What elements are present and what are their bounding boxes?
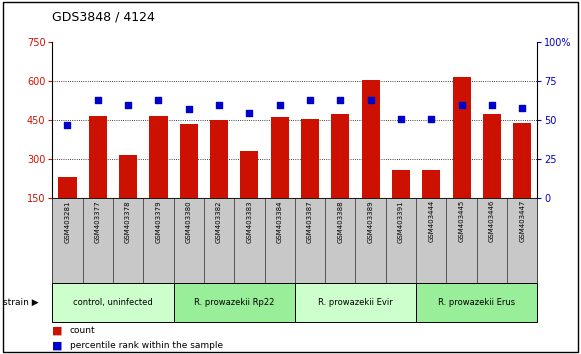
Text: GSM403377: GSM403377 [95, 200, 101, 242]
Bar [241, 151, 259, 198]
Point [214, 102, 224, 108]
Point [184, 107, 193, 112]
Point [426, 116, 436, 122]
Bar [149, 116, 167, 198]
Text: GSM403391: GSM403391 [398, 200, 404, 242]
Bar [210, 120, 228, 198]
Bar [89, 116, 107, 198]
Point [487, 102, 497, 108]
Text: ■: ■ [52, 340, 63, 350]
Point [154, 97, 163, 103]
Bar [119, 155, 137, 198]
Bar [422, 170, 440, 198]
Text: GSM403447: GSM403447 [519, 200, 525, 242]
Text: GSM403383: GSM403383 [246, 200, 252, 242]
Point [518, 105, 527, 111]
Text: GSM403384: GSM403384 [277, 200, 283, 242]
Point [63, 122, 72, 128]
Bar [361, 80, 380, 198]
Text: GSM403388: GSM403388 [338, 200, 343, 242]
Bar [180, 124, 198, 198]
Point [396, 116, 406, 122]
Point [336, 97, 345, 103]
Text: GSM403445: GSM403445 [458, 200, 465, 242]
Bar [58, 177, 77, 198]
Text: count: count [70, 326, 95, 336]
Text: GDS3848 / 4124: GDS3848 / 4124 [52, 11, 155, 24]
Text: percentile rank within the sample: percentile rank within the sample [70, 341, 223, 350]
Text: R. prowazekii Rp22: R. prowazekii Rp22 [194, 298, 274, 307]
Text: GSM403379: GSM403379 [155, 200, 162, 242]
Text: GSM403444: GSM403444 [428, 200, 435, 242]
Text: ■: ■ [52, 326, 63, 336]
Bar [513, 123, 532, 198]
Text: GSM403380: GSM403380 [186, 200, 192, 242]
Text: R. prowazekii Evir: R. prowazekii Evir [318, 298, 393, 307]
Text: GSM403281: GSM403281 [64, 200, 70, 242]
Bar [271, 117, 289, 198]
Point [123, 102, 132, 108]
Bar [331, 114, 349, 198]
Text: GSM403446: GSM403446 [489, 200, 495, 242]
Point [457, 102, 467, 108]
Text: GSM403389: GSM403389 [368, 200, 374, 242]
Bar [392, 170, 410, 198]
Point [275, 102, 284, 108]
Point [245, 110, 254, 115]
Text: GSM403382: GSM403382 [216, 200, 222, 242]
Bar [483, 114, 501, 198]
Point [93, 97, 102, 103]
Text: R. prowazekii Erus: R. prowazekii Erus [438, 298, 515, 307]
Text: strain ▶: strain ▶ [3, 298, 38, 307]
Text: GSM403378: GSM403378 [125, 200, 131, 242]
Text: control, uninfected: control, uninfected [73, 298, 153, 307]
Point [366, 97, 375, 103]
Bar [301, 119, 319, 198]
Point [306, 97, 315, 103]
Text: GSM403387: GSM403387 [307, 200, 313, 242]
Bar [453, 77, 471, 198]
